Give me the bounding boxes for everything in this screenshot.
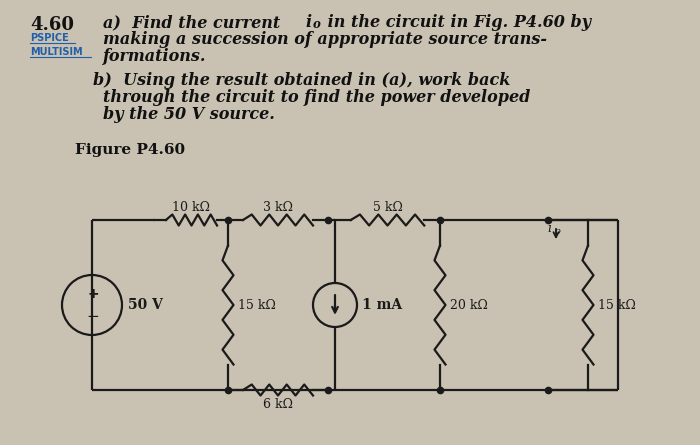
Text: 4.60: 4.60 (30, 16, 74, 34)
Text: 15 kΩ: 15 kΩ (238, 299, 276, 312)
Text: 10 kΩ: 10 kΩ (172, 201, 211, 214)
Text: i: i (547, 222, 551, 235)
Text: 15 kΩ: 15 kΩ (598, 299, 636, 312)
Text: 1 mA: 1 mA (362, 298, 402, 312)
Text: a)  Find the current: a) Find the current (103, 14, 286, 31)
Text: 3 kΩ: 3 kΩ (263, 201, 293, 214)
Text: making a succession of appropriate source trans-: making a succession of appropriate sourc… (103, 31, 547, 48)
Text: 6 kΩ: 6 kΩ (263, 397, 293, 410)
Text: Figure P4.60: Figure P4.60 (75, 143, 185, 157)
Text: o: o (313, 18, 321, 31)
Text: 20 kΩ: 20 kΩ (450, 299, 488, 312)
Text: +: + (88, 287, 99, 301)
Text: 5 kΩ: 5 kΩ (372, 201, 402, 214)
Text: o: o (555, 227, 561, 236)
Text: i: i (305, 14, 311, 31)
Text: formations.: formations. (103, 48, 206, 65)
Text: MULTISIM: MULTISIM (30, 47, 83, 57)
Text: 50 V: 50 V (128, 298, 163, 312)
Text: b)  Using the result obtained in (a), work back: b) Using the result obtained in (a), wor… (93, 72, 510, 89)
Text: in the circuit in Fig. P4.60 by: in the circuit in Fig. P4.60 by (322, 14, 591, 31)
Text: by the 50 V source.: by the 50 V source. (103, 106, 275, 123)
Text: −: − (87, 309, 99, 324)
Text: PSPICE: PSPICE (30, 33, 69, 43)
Text: through the circuit to find the power developed: through the circuit to find the power de… (103, 89, 531, 106)
